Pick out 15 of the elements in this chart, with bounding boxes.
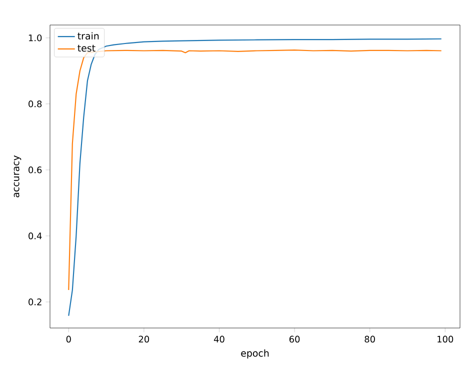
x-tick-label: 80 [364,336,375,343]
y-tick-label: 0.2 [28,298,42,306]
x-tick-label: 40 [214,336,224,343]
y-tick-label: 1.0 [28,34,42,42]
legend-label: train [78,32,99,40]
x-tick-label: 60 [289,336,300,343]
x-tick-label: 0 [66,336,71,343]
x-tick-label: 20 [138,336,150,343]
x-tick-label: 100 [438,336,454,343]
x-axis-title: epoch [241,349,269,359]
y-axis-title: accuracy [14,155,22,198]
y-tick-label: 0.4 [28,232,42,240]
legend-label: test [78,44,96,52]
y-tick-label: 0.8 [28,100,42,108]
y-tick-label: 0.6 [28,166,42,174]
